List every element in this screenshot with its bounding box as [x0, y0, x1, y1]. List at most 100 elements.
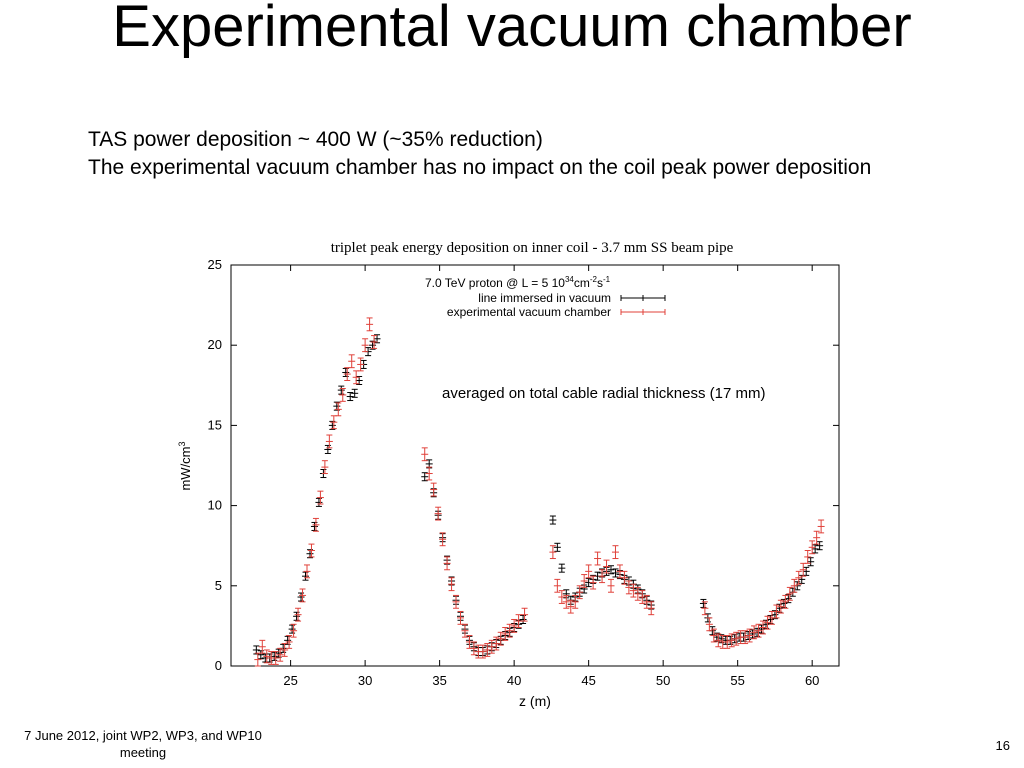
- data-point: [285, 635, 293, 649]
- y-tick-label: 5: [215, 578, 222, 593]
- data-point: [816, 541, 824, 551]
- data-point: [257, 650, 265, 660]
- data-point: [351, 388, 359, 398]
- data-point: [334, 402, 342, 417]
- data-point: [370, 335, 378, 349]
- data-point: [804, 550, 812, 564]
- y-axis-label-sup: 3: [177, 441, 187, 446]
- data-point: [337, 385, 345, 395]
- y-axis-label: mW/cm3: [177, 441, 193, 490]
- data-point: [755, 623, 763, 638]
- data-point: [501, 627, 509, 641]
- data-point: [714, 633, 722, 648]
- x-tick-label: 35: [432, 673, 446, 688]
- data-point: [780, 598, 788, 608]
- data-point: [361, 338, 369, 353]
- data-point: [430, 482, 438, 497]
- legend-header-sup: 34: [565, 275, 574, 284]
- data-point: [728, 633, 736, 648]
- data-point: [772, 604, 780, 619]
- series-0: [252, 334, 824, 663]
- data-point: [492, 636, 500, 651]
- data-point: [284, 635, 292, 645]
- data-point: [373, 334, 381, 344]
- y-tick-label: 25: [208, 257, 222, 272]
- data-point: [348, 354, 356, 369]
- data-point: [263, 649, 271, 664]
- data-point: [355, 375, 363, 385]
- y-tick-label: 10: [208, 498, 222, 513]
- data-point: [634, 586, 642, 601]
- data-point: [705, 617, 713, 632]
- data-point: [713, 632, 721, 642]
- data-point: [470, 641, 478, 656]
- data-point: [638, 590, 646, 604]
- chart-svg: triplet peak energy deposition on inner …: [177, 240, 840, 709]
- data-point: [310, 521, 318, 531]
- data-point: [276, 647, 284, 662]
- data-point: [553, 542, 561, 552]
- data-point: [510, 618, 518, 633]
- data-point: [607, 578, 615, 593]
- axes: 25 30 35 40 45 50 55 60 0 5 10 15 20 25: [208, 257, 839, 688]
- legend-label-vacuum: line immersed in vacuum: [478, 291, 611, 305]
- data-point: [275, 648, 283, 658]
- data-point: [585, 564, 593, 579]
- data-point: [811, 544, 819, 554]
- data-point: [567, 599, 575, 614]
- data-point: [369, 340, 377, 350]
- data-point: [366, 317, 374, 332]
- data-point: [272, 651, 280, 665]
- bullet-item: The experimental vacuum chamber has no i…: [88, 156, 872, 179]
- data-point: [456, 610, 464, 625]
- data-point: [324, 444, 332, 454]
- chart-title: triplet peak energy deposition on inner …: [331, 240, 734, 256]
- data-point: [252, 645, 260, 655]
- y-tick-label: 15: [208, 417, 222, 432]
- legend-label-chamber: experimental vacuum chamber: [447, 305, 611, 319]
- data-point: [443, 556, 451, 571]
- data-point: [321, 460, 329, 475]
- bullet-list: TAS power deposition ~ 400 W (~35% reduc…: [88, 126, 908, 182]
- x-tick-label: 50: [656, 673, 670, 688]
- data-point: [717, 634, 725, 644]
- data-point: [312, 517, 320, 532]
- data-point: [759, 620, 767, 635]
- chart-annotation: averaged on total cable radial thickness…: [442, 385, 766, 402]
- data-point: [781, 594, 789, 609]
- page-number: 16: [995, 738, 1010, 753]
- data-point: [647, 601, 655, 616]
- data-point: [521, 607, 529, 622]
- data-point: [328, 420, 336, 430]
- data-point: [281, 643, 289, 657]
- data-point: [316, 490, 324, 505]
- data-point: [339, 388, 347, 402]
- data-point: [421, 447, 429, 462]
- data-series: [252, 317, 825, 667]
- data-point: [723, 635, 731, 649]
- legend: 7.0 TeV proton @ L = 5 1034cm-2s-1 line …: [425, 275, 666, 319]
- y-axis-label-group: mW/cm3: [177, 441, 193, 490]
- data-point: [775, 603, 783, 613]
- data-point: [795, 570, 803, 585]
- y-tick-label: 20: [208, 337, 222, 352]
- x-tick-label: 55: [730, 673, 744, 688]
- data-point: [330, 415, 338, 430]
- data-point: [549, 515, 557, 525]
- data-point: [786, 586, 794, 601]
- data-point: [519, 614, 527, 624]
- legend-marker-chamber: [620, 309, 666, 315]
- data-point: [750, 625, 758, 640]
- data-point: [562, 594, 570, 609]
- bullet-item: TAS power deposition ~ 400 W (~35% reduc…: [88, 128, 543, 151]
- data-point: [515, 614, 523, 629]
- data-point: [762, 619, 770, 629]
- data-point: [771, 610, 779, 620]
- data-point: [425, 466, 433, 481]
- data-point: [611, 568, 619, 578]
- legend-header-unit-sup: -2: [590, 275, 598, 284]
- data-point: [571, 594, 579, 609]
- data-point: [325, 434, 333, 449]
- data-point: [699, 598, 707, 608]
- x-tick-label: 40: [507, 673, 521, 688]
